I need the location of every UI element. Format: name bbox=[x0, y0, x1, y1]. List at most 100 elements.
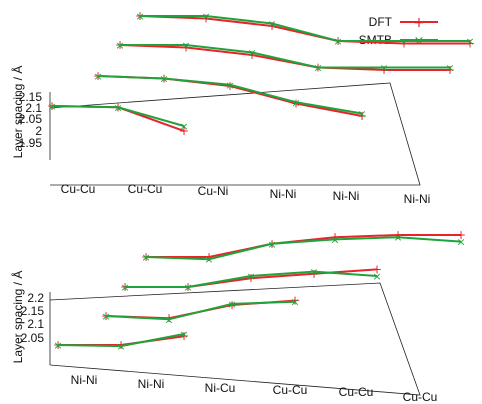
smtb-data-point: × bbox=[246, 270, 255, 283]
dft-data-point: + bbox=[372, 262, 382, 276]
smtb-series-line bbox=[140, 15, 470, 42]
dft-data-point: + bbox=[465, 37, 475, 51]
smtb-data-point: × bbox=[47, 100, 56, 113]
bottom-x-tick-group: Ni-Ni Ni-Ni Ni-Cu Cu-Cu Cu-Cu Cu-Cu bbox=[71, 373, 438, 404]
top-series-lines: + +++ +++++ +++ + ++ +++ + +× ××× × ×××× ××× × ×× ××× × × bbox=[47, 9, 475, 138]
top-x-tick: Cu-Cu bbox=[128, 182, 163, 196]
dft-data-point: + bbox=[247, 48, 257, 62]
dft-series-line bbox=[119, 44, 450, 71]
smtb-data-point: × bbox=[113, 101, 122, 114]
dft-data-point: + bbox=[379, 63, 389, 77]
smtb-data-point: × bbox=[372, 270, 381, 283]
top-x-tick: Ni-Ni bbox=[404, 192, 431, 206]
dft-data-point: + bbox=[291, 97, 301, 111]
dft-data-point: + bbox=[179, 124, 189, 138]
smtb-data-point: × bbox=[93, 70, 102, 83]
smtb-data-point: × bbox=[115, 39, 124, 52]
dft-data-point: + bbox=[204, 250, 214, 264]
dft-data-point: + bbox=[357, 109, 367, 123]
bottom-panel: Layer spacing / Å 2.2 2.15 2.1 2.05 Ni-N… bbox=[10, 228, 466, 404]
dft-data-point: + bbox=[116, 338, 126, 352]
top-y-tick: 2.05 bbox=[19, 112, 43, 126]
smtb-data-point: × bbox=[456, 236, 465, 249]
smtb-series-line bbox=[57, 333, 185, 348]
smtb-data-point: × bbox=[333, 35, 342, 48]
dft-data-point: + bbox=[267, 19, 277, 33]
dft-data-point: + bbox=[290, 294, 300, 308]
smtb-series-line bbox=[105, 300, 296, 321]
bottom-y-tick-group: 2.2 2.15 2.1 2.05 bbox=[21, 291, 45, 345]
smtb-data-point: × bbox=[179, 120, 188, 133]
smtb-data-point: × bbox=[204, 253, 213, 266]
smtb-series-line bbox=[145, 236, 462, 261]
bottom-y-tick: 2.05 bbox=[21, 331, 45, 345]
smtb-series-line bbox=[125, 270, 378, 288]
dft-series-line bbox=[139, 15, 470, 45]
smtb-data-point: × bbox=[227, 298, 236, 311]
smtb-data-point: × bbox=[53, 339, 62, 352]
smtb-data-point: × bbox=[445, 62, 454, 75]
smtb-data-point: × bbox=[357, 108, 366, 121]
dft-data-point: + bbox=[225, 79, 235, 93]
smtb-data-point: × bbox=[201, 10, 210, 23]
bottom-x-tick: Ni-Ni bbox=[71, 373, 98, 387]
dft-data-point: + bbox=[445, 63, 455, 77]
top-y-tick: 2 bbox=[35, 124, 42, 138]
smtb-data-point: × bbox=[465, 35, 474, 48]
bottom-x-tick: Ni-Cu bbox=[205, 381, 236, 395]
smtb-data-point: × bbox=[183, 281, 192, 294]
dft-data-point: + bbox=[330, 230, 340, 244]
smtb-data-point: × bbox=[141, 251, 150, 264]
top-y-tick: 1.95 bbox=[19, 136, 43, 150]
dft-data-point: + bbox=[393, 228, 403, 242]
bottom-x-tick: Cu-Cu bbox=[403, 390, 438, 404]
smtb-data-point: × bbox=[225, 79, 234, 92]
top-y-tick: 2.1 bbox=[25, 101, 42, 115]
bottom-y-tick: 2.15 bbox=[21, 304, 45, 318]
dft-data-point: + bbox=[399, 37, 409, 51]
top-panel: Layer spacing / Å 2.15 2.1 2.05 2 1.95 C… bbox=[10, 9, 475, 206]
bottom-x-tick: Ni-Ni bbox=[138, 377, 165, 391]
smtb-data-point: × bbox=[179, 328, 188, 341]
smtb-series-line bbox=[97, 75, 363, 115]
smtb-data-point: × bbox=[247, 47, 256, 60]
top-floor-outline bbox=[49, 82, 421, 186]
top-y-axis-title: Layer spacing / Å bbox=[10, 66, 25, 159]
dft-data-point: + bbox=[201, 12, 211, 26]
smtb-data-point: × bbox=[116, 340, 125, 353]
dft-series-line bbox=[146, 234, 461, 258]
top-x-tick: Ni-Ni bbox=[333, 189, 360, 203]
bottom-x-tick: Cu-Cu bbox=[273, 383, 308, 397]
smtb-data-point: × bbox=[135, 10, 144, 23]
smtb-data-point: × bbox=[313, 62, 322, 75]
dft-data-point: + bbox=[179, 329, 189, 343]
smtb-data-point: × bbox=[159, 73, 168, 86]
top-x-tick: Ni-Ni bbox=[270, 187, 297, 201]
top-x-tick: Cu-Ni bbox=[198, 184, 229, 198]
smtb-data-point: × bbox=[291, 96, 300, 109]
smtb-data-point: × bbox=[181, 39, 190, 52]
smtb-data-point: × bbox=[267, 18, 276, 31]
smtb-data-point: × bbox=[164, 313, 173, 326]
dft-data-point: + bbox=[456, 228, 466, 242]
bottom-series-lines: + +++ ++ ++ ++ + ++ ++ + + +× ××× ×× ×× ×× × ×× ×× × × × bbox=[53, 228, 466, 353]
bottom-y-tick: 2.2 bbox=[27, 291, 44, 305]
dft-data-point: + bbox=[164, 311, 174, 325]
bottom-y-axis-title: Layer spacing / Å bbox=[10, 271, 25, 364]
smtb-data-point: × bbox=[120, 281, 129, 294]
bottom-x-tick: Cu-Cu bbox=[339, 385, 374, 399]
smtb-data-point: × bbox=[267, 238, 276, 251]
top-x-tick-group: Cu-Cu Cu-Cu Cu-Ni Ni-Ni Ni-Ni Ni-Ni bbox=[61, 182, 431, 206]
smtb-data-point: × bbox=[330, 233, 339, 246]
dft-data-point: + bbox=[227, 298, 237, 312]
dft-data-point: + bbox=[181, 41, 191, 55]
top-x-tick: Cu-Cu bbox=[61, 182, 96, 196]
smtb-data-point: × bbox=[399, 35, 408, 48]
legend-label-dft: DFT bbox=[369, 15, 393, 29]
smtb-series-line bbox=[120, 44, 450, 69]
bottom-y-tick: 2.1 bbox=[27, 317, 44, 331]
top-y-tick-group: 2.15 2.1 2.05 2 1.95 bbox=[19, 90, 43, 150]
dft-data-point: + bbox=[246, 271, 256, 285]
bottom-floor-outline bbox=[49, 282, 421, 396]
